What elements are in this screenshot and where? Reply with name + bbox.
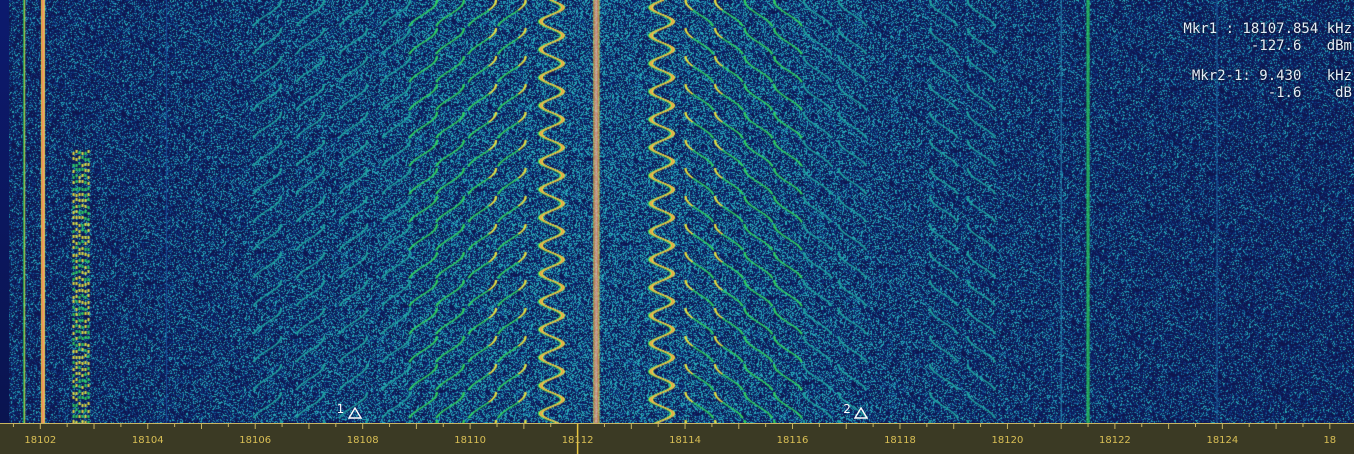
marker2-delta-frequency-readout: Mkr2-1: 9.430 kHz	[1191, 68, 1352, 84]
marker-1-number: 1	[336, 402, 345, 416]
marker-2-number: 2	[843, 402, 851, 416]
marker-2[interactable]: 2	[843, 402, 873, 420]
axis-tick-label: 18104	[131, 435, 164, 446]
marker-2-triangle-icon[interactable]	[854, 407, 869, 419]
waterfall-display[interactable]	[0, 0, 1354, 423]
frequency-axis[interactable]: 18102 18104 18106 18108 18110 18112 18114 18116…	[0, 423, 1354, 454]
axis-tick-label: 18118	[884, 435, 916, 446]
waterfall-left-edge	[0, 0, 9, 423]
marker1-frequency-readout: Mkr1 : 18107.854 kHz	[1183, 21, 1352, 37]
marker-1[interactable]: 1	[337, 402, 367, 420]
axis-tick-label: 18102	[24, 435, 57, 446]
axis-tick-label: 18120	[991, 435, 1024, 446]
marker1-level-readout: -127.6 dBm	[1250, 38, 1352, 54]
axis-tick-label: 18114	[669, 435, 701, 446]
axis-tick-label: 18106	[239, 435, 272, 446]
axis-tick-label: 18	[1323, 435, 1337, 446]
axis-tick-label: 18122	[1098, 435, 1131, 446]
axis-tick-label: 18124	[1206, 435, 1239, 446]
marker2-delta-level-readout: -1.6 dB	[1267, 85, 1352, 101]
axis-tick-label: 18108	[346, 435, 379, 446]
frequency-axis-ticks	[12, 424, 1331, 454]
axis-tick-label: 18112	[561, 435, 594, 446]
axis-tick-label: 18110	[454, 435, 487, 446]
marker-1-triangle-icon[interactable]	[347, 407, 362, 419]
axis-tick-label: 18116	[776, 435, 809, 446]
